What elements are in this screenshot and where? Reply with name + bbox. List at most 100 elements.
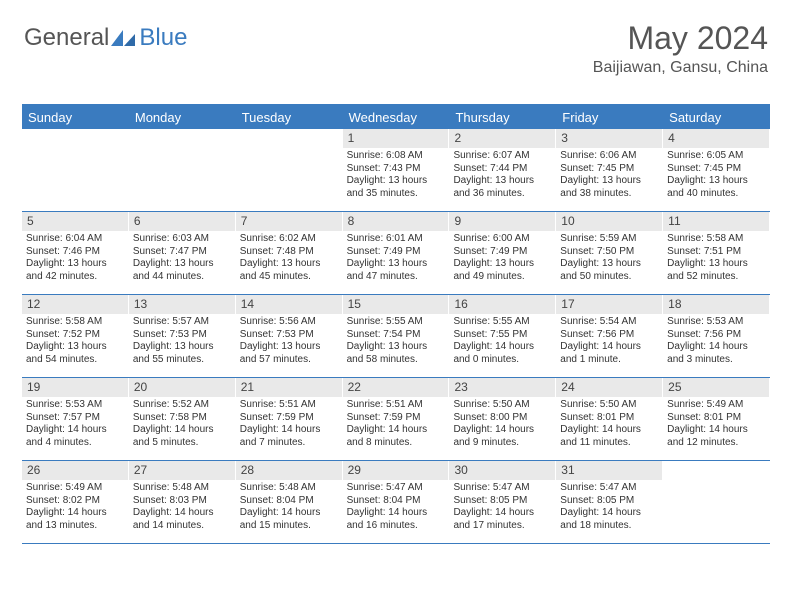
day-cell: 3Sunrise: 6:06 AMSunset: 7:45 PMDaylight… [556,129,663,211]
day-info: Sunrise: 5:58 AMSunset: 7:51 PMDaylight:… [663,231,769,287]
sunrise-text: Sunrise: 5:47 AM [347,482,445,495]
daylight-text: Daylight: 13 hours and 35 minutes. [347,175,445,200]
sunrise-text: Sunrise: 5:47 AM [453,482,551,495]
sunrise-text: Sunrise: 6:04 AM [26,233,124,246]
sunset-text: Sunset: 7:59 PM [347,412,445,425]
day-number: 28 [236,461,342,480]
sunrise-text: Sunrise: 5:50 AM [453,399,551,412]
sunset-text: Sunset: 7:45 PM [560,163,658,176]
day-info: Sunrise: 5:47 AMSunset: 8:05 PMDaylight:… [449,480,555,536]
day-cell: 29Sunrise: 5:47 AMSunset: 8:04 PMDayligh… [343,461,450,543]
sunset-text: Sunset: 8:05 PM [453,495,551,508]
day-number: 30 [449,461,555,480]
day-info: Sunrise: 6:07 AMSunset: 7:44 PMDaylight:… [449,148,555,204]
sunset-text: Sunset: 8:04 PM [347,495,445,508]
day-number: 27 [129,461,235,480]
day-info: Sunrise: 5:58 AMSunset: 7:52 PMDaylight:… [22,314,128,370]
calendar: Sunday Monday Tuesday Wednesday Thursday… [22,104,770,544]
day-number: 8 [343,212,449,231]
day-cell: 4Sunrise: 6:05 AMSunset: 7:45 PMDaylight… [663,129,770,211]
day-number: 2 [449,129,555,148]
day-info: Sunrise: 5:51 AMSunset: 7:59 PMDaylight:… [343,397,449,453]
daylight-text: Daylight: 13 hours and 55 minutes. [133,341,231,366]
day-info: Sunrise: 6:08 AMSunset: 7:43 PMDaylight:… [343,148,449,204]
day-info: Sunrise: 6:06 AMSunset: 7:45 PMDaylight:… [556,148,662,204]
sunset-text: Sunset: 7:43 PM [347,163,445,176]
sunrise-text: Sunrise: 6:08 AM [347,150,445,163]
day-info: Sunrise: 5:55 AMSunset: 7:55 PMDaylight:… [449,314,555,370]
day-cell: 26Sunrise: 5:49 AMSunset: 8:02 PMDayligh… [22,461,129,543]
day-number: 31 [556,461,662,480]
day-info: Sunrise: 5:49 AMSunset: 8:02 PMDaylight:… [22,480,128,536]
day-cell: 23Sunrise: 5:50 AMSunset: 8:00 PMDayligh… [449,378,556,460]
sunset-text: Sunset: 7:48 PM [240,246,338,259]
sunset-text: Sunset: 7:53 PM [240,329,338,342]
daylight-text: Daylight: 14 hours and 18 minutes. [560,507,658,532]
sunset-text: Sunset: 8:05 PM [560,495,658,508]
day-number: 9 [449,212,555,231]
day-cell: 18Sunrise: 5:53 AMSunset: 7:56 PMDayligh… [663,295,770,377]
sunset-text: Sunset: 7:55 PM [453,329,551,342]
daylight-text: Daylight: 14 hours and 12 minutes. [667,424,765,449]
day-info: Sunrise: 6:02 AMSunset: 7:48 PMDaylight:… [236,231,342,287]
sunset-text: Sunset: 7:56 PM [667,329,765,342]
sunrise-text: Sunrise: 5:55 AM [453,316,551,329]
sunrise-text: Sunrise: 5:51 AM [347,399,445,412]
daylight-text: Daylight: 13 hours and 54 minutes. [26,341,124,366]
week-row: 5Sunrise: 6:04 AMSunset: 7:46 PMDaylight… [22,212,770,295]
sunset-text: Sunset: 7:45 PM [667,163,765,176]
sunset-text: Sunset: 7:56 PM [560,329,658,342]
day-info: Sunrise: 5:48 AMSunset: 8:03 PMDaylight:… [129,480,235,536]
sunset-text: Sunset: 7:53 PM [133,329,231,342]
day-number: 12 [22,295,128,314]
sunrise-text: Sunrise: 6:00 AM [453,233,551,246]
daylight-text: Daylight: 14 hours and 3 minutes. [667,341,765,366]
day-number: 14 [236,295,342,314]
sunset-text: Sunset: 7:49 PM [453,246,551,259]
day-info: Sunrise: 5:51 AMSunset: 7:59 PMDaylight:… [236,397,342,453]
weekday-header: Wednesday [343,106,450,129]
day-cell: 16Sunrise: 5:55 AMSunset: 7:55 PMDayligh… [449,295,556,377]
day-number: 18 [663,295,769,314]
day-number: 5 [22,212,128,231]
sunrise-text: Sunrise: 5:53 AM [26,399,124,412]
sail-icon [109,28,137,48]
daylight-text: Daylight: 13 hours and 49 minutes. [453,258,551,283]
day-info: Sunrise: 5:48 AMSunset: 8:04 PMDaylight:… [236,480,342,536]
day-info: Sunrise: 5:50 AMSunset: 8:01 PMDaylight:… [556,397,662,453]
day-info: Sunrise: 5:53 AMSunset: 7:56 PMDaylight:… [663,314,769,370]
day-number: 16 [449,295,555,314]
sunset-text: Sunset: 7:51 PM [667,246,765,259]
sunset-text: Sunset: 8:00 PM [453,412,551,425]
daylight-text: Daylight: 13 hours and 57 minutes. [240,341,338,366]
daylight-text: Daylight: 13 hours and 38 minutes. [560,175,658,200]
day-cell: 10Sunrise: 5:59 AMSunset: 7:50 PMDayligh… [556,212,663,294]
day-info: Sunrise: 5:52 AMSunset: 7:58 PMDaylight:… [129,397,235,453]
sunrise-text: Sunrise: 5:49 AM [26,482,124,495]
day-number: 21 [236,378,342,397]
day-info: Sunrise: 5:47 AMSunset: 8:04 PMDaylight:… [343,480,449,536]
day-number: 29 [343,461,449,480]
weekday-header-row: Sunday Monday Tuesday Wednesday Thursday… [22,106,770,129]
day-info: Sunrise: 6:05 AMSunset: 7:45 PMDaylight:… [663,148,769,204]
day-cell: 24Sunrise: 5:50 AMSunset: 8:01 PMDayligh… [556,378,663,460]
day-number: 17 [556,295,662,314]
sunrise-text: Sunrise: 5:47 AM [560,482,658,495]
day-number: 1 [343,129,449,148]
weekday-header: Sunday [22,106,129,129]
week-row: 26Sunrise: 5:49 AMSunset: 8:02 PMDayligh… [22,461,770,544]
title-block: May 2024 Baijiawan, Gansu, China [593,20,768,77]
day-cell: 13Sunrise: 5:57 AMSunset: 7:53 PMDayligh… [129,295,236,377]
weekday-header: Tuesday [236,106,343,129]
daylight-text: Daylight: 14 hours and 4 minutes. [26,424,124,449]
daylight-text: Daylight: 14 hours and 1 minute. [560,341,658,366]
sunset-text: Sunset: 7:49 PM [347,246,445,259]
daylight-text: Daylight: 13 hours and 45 minutes. [240,258,338,283]
sunrise-text: Sunrise: 5:50 AM [560,399,658,412]
day-cell: 27Sunrise: 5:48 AMSunset: 8:03 PMDayligh… [129,461,236,543]
daylight-text: Daylight: 14 hours and 0 minutes. [453,341,551,366]
week-row: 19Sunrise: 5:53 AMSunset: 7:57 PMDayligh… [22,378,770,461]
day-cell [129,129,236,211]
sunrise-text: Sunrise: 5:48 AM [133,482,231,495]
sunrise-text: Sunrise: 5:49 AM [667,399,765,412]
